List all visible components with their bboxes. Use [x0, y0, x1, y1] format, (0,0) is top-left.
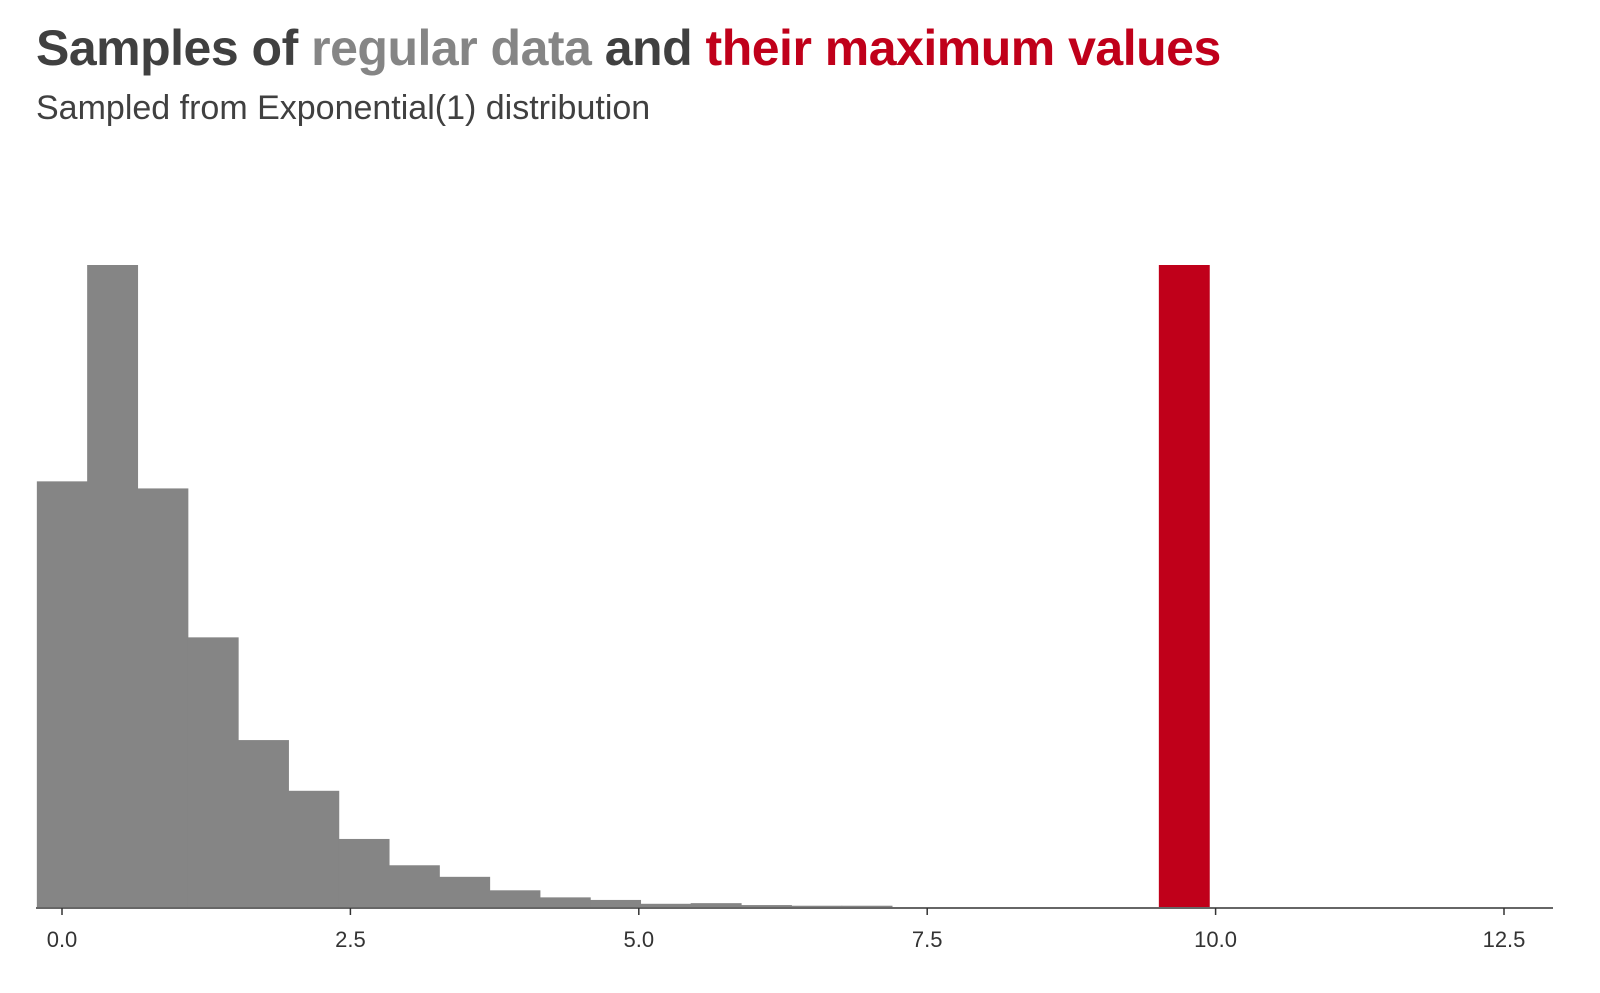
regular-data-bar-2 — [137, 488, 189, 907]
histogram-bars — [36, 265, 1210, 907]
regular-data-bar-12 — [640, 903, 692, 907]
regular-data-bar-1 — [87, 265, 139, 907]
maximum-value-bar-0 — [1158, 265, 1210, 907]
x-tick-label-0: 0.0 — [47, 927, 78, 952]
regular-data-bar-5 — [288, 790, 340, 907]
regular-data-bar-16 — [841, 905, 893, 907]
regular-data-bar-7 — [388, 865, 440, 907]
regular-data-bar-14 — [741, 905, 792, 907]
title-part-maximum-values: their maximum values — [705, 20, 1222, 76]
regular-data-bar-11 — [590, 899, 642, 907]
chart-subtitle: Sampled from Exponential(1) distribution — [36, 89, 651, 127]
chart-title: Samples of regular data and their maximu… — [36, 16, 1221, 80]
regular-data-bar-13 — [690, 903, 742, 907]
x-tick-label-1: 2.5 — [335, 927, 366, 952]
regular-data-bar-9 — [489, 890, 541, 907]
title-part-and: and — [591, 20, 706, 76]
x-tick-label-4: 10.0 — [1194, 927, 1237, 952]
regular-data-bar-4 — [238, 740, 289, 907]
regular-data-bar-6 — [338, 838, 390, 907]
regular-data-bar-8 — [439, 876, 491, 907]
regular-data-bar-15 — [791, 905, 843, 907]
regular-data-bar-10 — [539, 897, 591, 907]
x-axis-ticks: 0.0 2.5 5.0 7.5 10.0 12.5 — [47, 908, 1526, 952]
title-part-regular-data: regular data — [311, 20, 592, 76]
x-tick-label-5: 12.5 — [1483, 927, 1526, 952]
title-part-samples-of: Samples of — [36, 20, 312, 76]
regular-data-bar-0 — [36, 481, 88, 907]
x-tick-label-2: 5.0 — [624, 927, 655, 952]
x-tick-label-3: 7.5 — [912, 927, 943, 952]
regular-data-bar-3 — [187, 637, 239, 907]
